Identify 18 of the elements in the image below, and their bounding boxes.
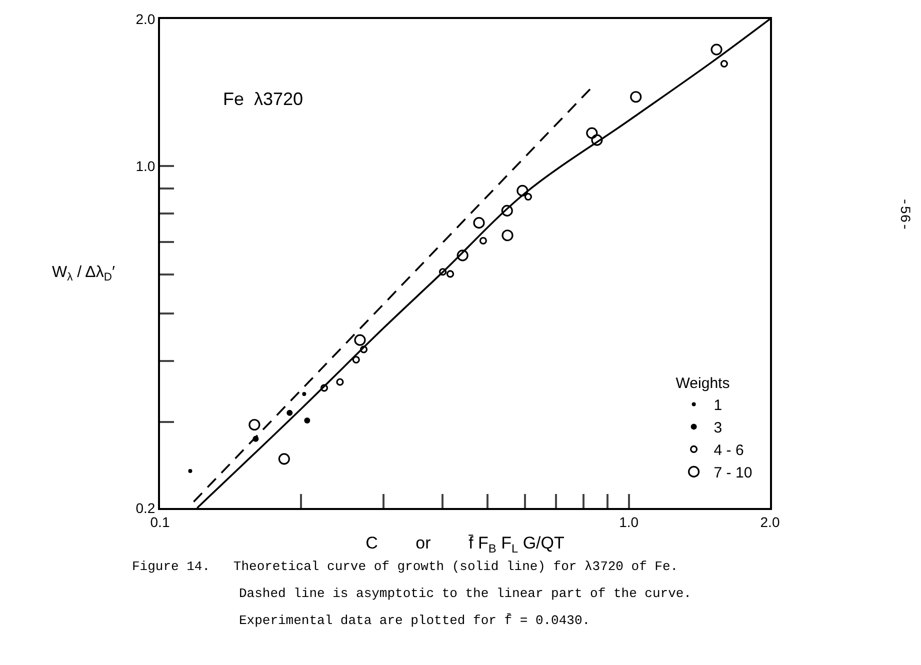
legend-label: 1 (714, 397, 722, 414)
x-tick-label: 0.1 (150, 514, 170, 530)
y-axis-title: W$_{λ}$ / Δλ$_{D}$′ (52, 264, 115, 284)
legend-label: 4 - 6 (714, 442, 744, 460)
caption: Figure 14. Theoretical curve of growth (solid line) for λ3720 of Fe. (132, 559, 678, 574)
text: -56- (896, 197, 912, 232)
x-tick-label: 1.0 (619, 514, 639, 530)
y-tick-label: 1.0 (136, 158, 156, 174)
legend-title: Weights (676, 374, 730, 392)
x-tick-label: 2.0 (760, 514, 780, 530)
text: Dashed line is asymptotic to the linear part of the curve. (239, 586, 692, 601)
legend-label: 3 (714, 420, 722, 437)
y-tick-label: 2.0 (136, 10, 156, 27)
text: Experimental data are plotted for f̄ = 0.0430. (239, 613, 590, 628)
y-tick-label: 0.2 (136, 500, 156, 516)
legend-label: 7 - 10 (714, 464, 752, 482)
annotation: Fe λ3720 (223, 89, 304, 109)
x-axis-title: C or f̄ F$_{B}$ F$_{L}$ G/QT (366, 534, 564, 556)
